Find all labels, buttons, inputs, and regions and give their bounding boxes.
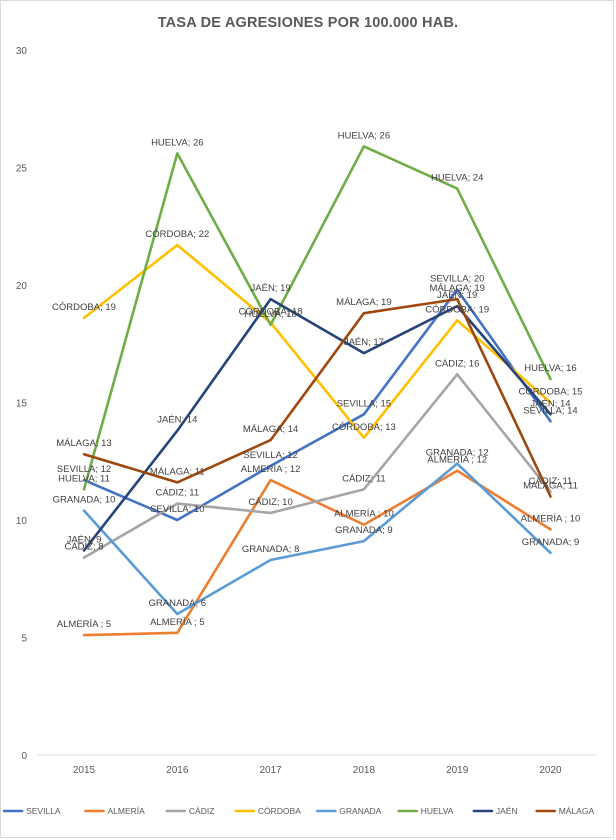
data-label: MÁLAGA; 11 [523, 481, 578, 492]
data-label: JAÉN; 9 [67, 535, 102, 546]
data-label: HUELVA; 11 [58, 473, 110, 484]
data-label: CÓRDOBA; 15 [519, 387, 583, 398]
x-tick-label: 2018 [353, 765, 376, 776]
legend-label: CÓRDOBA [258, 806, 301, 816]
x-tick-label: 2016 [166, 765, 189, 776]
data-label: ALMERÍA ; 5 [150, 617, 204, 628]
series-line-jaén [82, 297, 552, 552]
data-label: CÁDIZ; 11 [155, 488, 199, 499]
data-label: CÓRDOBA; 18 [239, 307, 303, 318]
data-label: SEVILLA; 10 [150, 504, 204, 515]
series-line-huelva [82, 145, 552, 491]
data-label: MÁLAGA; 19 [429, 283, 484, 294]
data-label: CÁDIZ; 10 [248, 497, 292, 508]
data-label: JAÉN; 17 [344, 337, 384, 348]
series-line-málaga [82, 297, 552, 498]
y-tick-label: 10 [16, 516, 28, 527]
data-label: SEVILLA; 12 [57, 464, 111, 475]
data-label: GRANADA; 12 [426, 448, 489, 459]
data-label: HUELVA; 16 [524, 363, 576, 374]
series-line-cádiz [82, 372, 552, 559]
x-tick-label: 2020 [539, 765, 562, 776]
data-label: HUELVA; 18 [244, 309, 296, 320]
data-label: MÁLAGA; 13 [56, 438, 111, 449]
y-tick-label: 20 [16, 281, 28, 292]
x-tick-label: 2019 [446, 765, 469, 776]
y-tick-label: 15 [16, 399, 28, 410]
data-label: CÁDIZ; 11 [529, 476, 573, 487]
data-label: CÓRDOBA; 13 [332, 422, 396, 433]
data-label: HUELVA; 24 [431, 173, 483, 184]
series-line-almería [82, 469, 552, 637]
data-label: GRANADA; 6 [149, 598, 207, 609]
y-tick-label: 25 [16, 164, 28, 175]
data-label: CÓRDOBA; 19 [52, 302, 116, 313]
data-label: CÓRDOBA; 19 [425, 304, 489, 315]
legend-label: CÁDIZ [189, 806, 215, 816]
legend-label: SEVILLA [26, 806, 61, 816]
legend-label: MÁLAGA [559, 806, 595, 816]
data-label: HUELVA; 26 [338, 130, 390, 141]
data-label: SEVILLA; 12 [243, 450, 297, 461]
data-label: SEVILLA; 20 [430, 274, 484, 285]
data-label: SEVILLA; 15 [337, 398, 391, 409]
y-tick-label: 0 [21, 751, 27, 762]
legend-label: HUELVA [421, 806, 454, 816]
data-label: ALMERÍA ; 5 [57, 619, 111, 630]
series-line-granada [82, 462, 552, 616]
x-tick-label: 2015 [73, 765, 96, 776]
data-label: MÁLAGA; 11 [150, 466, 205, 477]
y-tick-label: 5 [21, 634, 27, 645]
chart-title: TASA DE AGRESIONES POR 100.000 HAB. [157, 15, 459, 31]
data-label: GRANADA; 9 [335, 525, 393, 536]
data-label: CÁDIZ; 16 [435, 358, 479, 369]
data-label: GRANADA; 8 [242, 544, 300, 555]
legend-label: JAÉN [496, 806, 518, 816]
data-label: HUELVA; 26 [151, 137, 203, 148]
data-label: JAÉN; 19 [251, 283, 291, 294]
data-label: MÁLAGA; 14 [243, 424, 298, 435]
data-label: CÁDIZ; 8 [64, 542, 103, 553]
data-label: ALMERÍA ; 12 [241, 464, 301, 475]
legend-label: GRANADA [339, 806, 381, 816]
data-label: CÓRDOBA; 22 [145, 229, 209, 240]
data-label: GRANADA; 10 [53, 495, 116, 506]
data-label: JAÉN; 19 [437, 290, 477, 301]
x-tick-label: 2017 [259, 765, 282, 776]
data-label: JAÉN; 14 [530, 398, 570, 409]
data-label: GRANADA; 9 [522, 537, 580, 548]
data-label: SEVILLA; 14 [523, 405, 577, 416]
data-label: MÁLAGA; 19 [336, 297, 391, 308]
data-label: ALMERÍA ; 12 [427, 455, 487, 466]
legend-label: ALMERÍA [108, 806, 146, 816]
data-label: ALMERÍA ; 10 [334, 509, 394, 520]
data-label: JAÉN; 14 [157, 415, 197, 426]
data-label: CÁDIZ; 11 [342, 473, 386, 484]
data-label: ALMERÍA ; 10 [521, 513, 581, 524]
y-tick-label: 30 [16, 46, 28, 57]
